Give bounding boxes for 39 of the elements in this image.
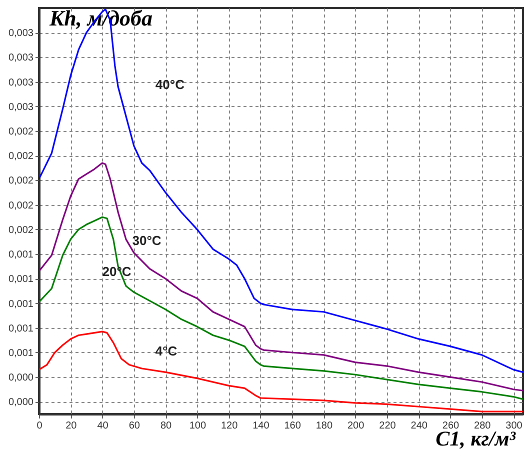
y-tick-label: 0,001: [8, 274, 34, 286]
line-series: [39, 8, 523, 373]
x-tick-label: 200: [347, 420, 365, 432]
y-tick-label: 0,003: [8, 102, 34, 113]
x-tick-label: 120: [220, 420, 238, 432]
series-label: 4°C: [155, 344, 178, 359]
y-tick-label: 0,003: [8, 52, 34, 64]
y-tick-label: 0,001: [8, 348, 34, 359]
x-tick-label: 300: [506, 420, 523, 432]
y-tick-label: 0,002: [8, 200, 34, 212]
y-tick-label: 0,002: [8, 176, 34, 187]
x-tick-label: 140: [252, 420, 270, 432]
y-tick-label: 0,000: [8, 372, 34, 384]
x-tick-label: 160: [284, 420, 302, 432]
x-tick-label: 240: [410, 420, 428, 432]
x-tick-label: 180: [316, 420, 333, 432]
x-tick-label: 220: [379, 420, 396, 432]
x-tick-label: 40: [97, 420, 109, 432]
x-tick-label: 60: [128, 420, 140, 432]
series-label: 30°C: [132, 233, 162, 248]
y-tick-label: 0,002: [8, 151, 34, 162]
y-tick-label: 0,003: [8, 28, 34, 40]
y-tick-label: 0,000: [8, 397, 34, 408]
y-tick-label: 0,001: [8, 298, 34, 310]
line-series: [39, 216, 523, 400]
x-tick-label: 100: [189, 420, 206, 432]
x-tick-label: 20: [66, 420, 78, 432]
text: 40°C: [155, 77, 186, 92]
x-tick-label: 80: [160, 420, 172, 432]
x-tick-label: 260: [442, 420, 460, 432]
y-tick-label: 0,001: [8, 323, 34, 334]
y-tick-label: 0,002: [8, 126, 34, 138]
y-tick-label: 0,002: [8, 224, 34, 236]
line-series: [39, 330, 523, 412]
x-tick-label: 280: [474, 420, 492, 432]
y-tick-label: 0,003: [8, 77, 34, 88]
line-series: [39, 162, 523, 392]
y-tick-label: 0,001: [8, 250, 34, 261]
x-tick-label: 0: [36, 420, 43, 432]
